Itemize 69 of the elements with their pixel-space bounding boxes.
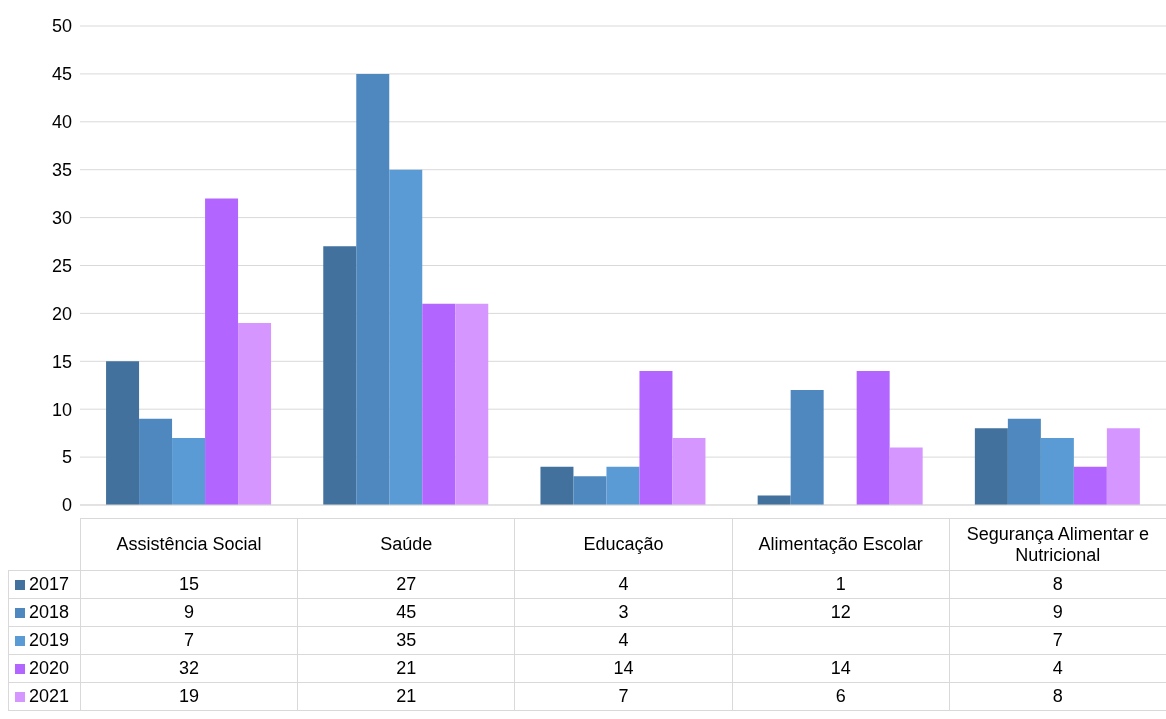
data-label: 8 [949,570,1166,599]
data-label: 6 [732,682,950,711]
bar [1040,437,1074,505]
data-label: 21 [297,654,515,683]
y-tick-label: 50 [51,16,72,37]
bar [422,303,456,505]
y-tick-label: 40 [51,112,72,133]
data-label: 9 [949,598,1166,627]
bar [540,466,574,505]
data-label: 7 [80,626,298,655]
bar [106,361,140,505]
bar [639,370,673,505]
bar [238,322,272,505]
bar [757,495,791,505]
bar [1007,418,1041,505]
y-tick-label: 5 [61,447,72,468]
bar [790,390,824,505]
x-tick-label: Alimentação Escolar [732,518,950,571]
y-tick-label: 15 [51,351,72,372]
data-label: 8 [949,682,1166,711]
data-label: 35 [297,626,515,655]
bar [389,169,423,505]
bar [1073,466,1107,505]
bar [205,198,239,505]
bar [356,73,390,505]
data-label: 7 [514,682,733,711]
data-label: 14 [514,654,733,683]
data-label: 32 [80,654,298,683]
data-label: 45 [297,598,515,627]
bar [889,447,923,505]
y-tick-label: 10 [51,399,72,420]
data-label: 12 [732,598,950,627]
legend-label: 2018 [8,598,81,627]
data-label: 27 [297,570,515,599]
x-tick-label: Segurança Alimentar e Nutricional [949,518,1166,571]
y-tick-label: 45 [51,64,72,85]
data-label: 7 [949,626,1166,655]
y-tick-label: 20 [51,303,72,324]
y-tick-label: 25 [51,255,72,276]
data-label: 4 [514,570,733,599]
data-label: 19 [80,682,298,711]
y-tick-label: 30 [51,207,72,228]
bar [139,418,173,505]
data-label: 3 [514,598,733,627]
data-label: 1 [732,570,950,599]
bar [1106,428,1140,505]
y-tick-label: 0 [61,495,72,516]
bar [606,466,640,505]
data-label: 4 [949,654,1166,683]
data-label: 4 [514,626,733,655]
bar [672,437,706,505]
bar [172,437,206,505]
bar [856,370,890,505]
legend-label: 2020 [8,654,81,683]
x-tick-label: Educação [514,518,733,571]
data-label: 21 [297,682,515,711]
data-label: 15 [80,570,298,599]
legend-label: 2019 [8,626,81,655]
data-label: 14 [732,654,950,683]
bar [573,476,607,505]
x-tick-label: Assistência Social [80,518,298,571]
y-tick-label: 35 [51,160,72,181]
bar [455,303,489,505]
legend-label: 2017 [8,570,81,599]
x-tick-label: Saúde [297,518,515,571]
bar [974,428,1008,505]
data-label: 9 [80,598,298,627]
legend-label: 2021 [8,682,81,711]
bar [323,246,357,505]
